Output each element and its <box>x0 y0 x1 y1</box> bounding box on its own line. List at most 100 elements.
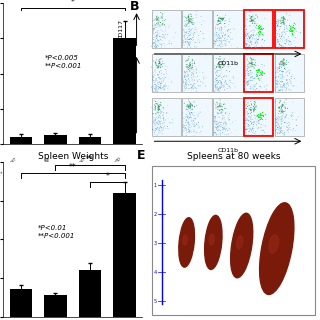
Point <box>158 76 163 82</box>
Point <box>279 15 284 20</box>
Point <box>220 44 225 49</box>
Point <box>186 42 191 47</box>
Point <box>254 70 259 75</box>
Point <box>225 128 230 133</box>
Point <box>157 85 162 90</box>
Point <box>260 65 265 70</box>
Point <box>219 104 224 109</box>
Point <box>156 39 161 44</box>
Point <box>191 122 196 127</box>
Point <box>287 127 292 132</box>
Point <box>249 61 254 66</box>
Point <box>284 11 289 16</box>
Point <box>253 87 258 92</box>
Point <box>156 75 162 80</box>
Point <box>274 40 279 45</box>
Point <box>190 111 195 116</box>
Point <box>157 37 162 43</box>
Point <box>218 28 223 34</box>
Point <box>151 28 156 34</box>
Point <box>153 106 158 111</box>
Point <box>187 115 192 120</box>
Point <box>192 84 197 90</box>
Point <box>160 61 165 66</box>
Point <box>246 34 251 39</box>
Point <box>260 112 265 117</box>
Point <box>159 14 164 20</box>
Point <box>218 84 223 90</box>
Point <box>153 61 158 67</box>
Point <box>222 38 227 43</box>
Point <box>223 32 228 37</box>
Point <box>262 112 267 117</box>
Point <box>256 30 261 36</box>
Point <box>213 24 218 29</box>
Point <box>218 16 223 21</box>
Point <box>279 22 284 27</box>
Point <box>280 109 285 115</box>
Point <box>283 102 288 107</box>
Point <box>221 116 226 121</box>
Point <box>262 16 268 21</box>
Point <box>216 35 221 40</box>
Point <box>213 125 218 130</box>
Point <box>181 43 187 48</box>
Point <box>215 43 220 48</box>
Point <box>220 108 225 113</box>
Point <box>223 122 228 127</box>
Point <box>159 131 164 136</box>
Point <box>186 120 191 125</box>
Point <box>154 78 159 83</box>
Point <box>181 83 187 88</box>
Point <box>242 85 247 90</box>
Point <box>282 35 287 40</box>
Point <box>187 18 192 23</box>
Point <box>226 132 231 137</box>
Point <box>258 115 263 120</box>
Point <box>153 132 158 137</box>
Point <box>158 100 163 105</box>
Point <box>284 124 289 129</box>
Point <box>278 59 284 64</box>
Text: $Mll^{PTD/+}$;$Flt3^{WT}$: $Mll^{PTD/+}$;$Flt3^{WT}$ <box>0 155 21 190</box>
Point <box>184 30 189 35</box>
Point <box>278 43 283 48</box>
Point <box>289 74 294 79</box>
Point <box>185 103 190 108</box>
Point <box>214 78 220 83</box>
Point <box>196 120 201 125</box>
Point <box>185 64 190 69</box>
Point <box>193 116 198 121</box>
Point <box>215 34 220 39</box>
Point <box>184 81 189 86</box>
Point <box>156 106 161 111</box>
Point <box>259 72 264 77</box>
Point <box>277 130 282 135</box>
Point <box>275 130 280 135</box>
Point <box>249 72 254 77</box>
Point <box>280 18 285 23</box>
Point <box>188 108 193 113</box>
Point <box>188 60 193 65</box>
Point <box>155 72 160 77</box>
Point <box>218 71 223 76</box>
Point <box>257 68 262 73</box>
Point <box>151 118 156 123</box>
Point <box>167 23 172 28</box>
Point <box>151 74 156 79</box>
Point <box>222 32 228 37</box>
Point <box>155 17 160 22</box>
Point <box>277 41 282 46</box>
Point <box>286 83 291 88</box>
Point <box>279 58 284 63</box>
Point <box>181 122 186 127</box>
Point <box>162 35 167 40</box>
Point <box>256 37 261 42</box>
Point <box>156 115 161 120</box>
Point <box>221 108 226 114</box>
Point <box>249 62 254 68</box>
Bar <box>152 10 181 48</box>
Point <box>153 122 158 127</box>
Point <box>220 130 225 135</box>
Point <box>182 23 187 28</box>
